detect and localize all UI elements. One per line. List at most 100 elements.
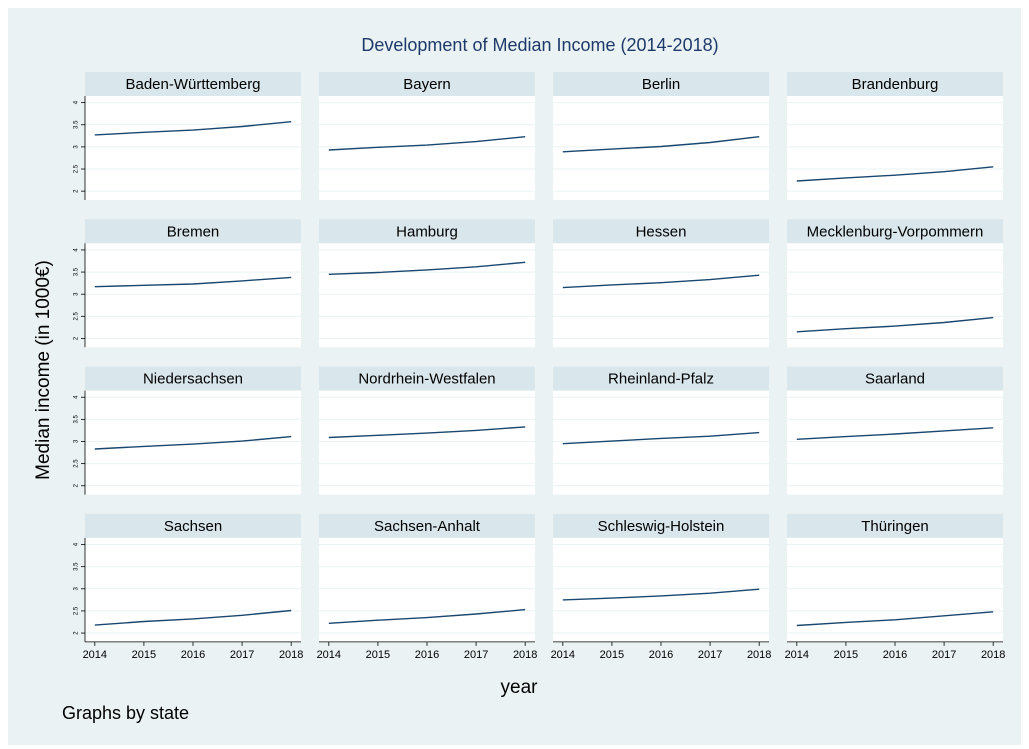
x-tick-label: 2017 [698,649,722,661]
panel-title: Berlin [642,76,680,93]
y-tick-label: 3.5 [74,120,80,129]
y-tick-label: 2.5 [74,164,80,173]
panel-title: Hamburg [396,223,458,240]
x-tick-label: 2016 [649,649,673,661]
panel-header [553,513,769,538]
panel-title: Bayern [403,76,451,93]
y-tick-label: 3.5 [74,415,80,424]
y-tick-label: 3 [74,439,80,443]
plot-region [85,537,301,642]
panel-header [85,366,301,391]
x-tick-label: 2017 [464,649,488,661]
data-line [94,276,292,288]
plot-region [553,537,769,642]
data-line [562,588,760,601]
x-tick-label: 2016 [415,649,439,661]
panel-header [553,366,769,391]
data-line [796,427,994,440]
panel-header [319,366,535,391]
panel-header [787,72,1003,96]
panel-title: Thüringen [861,518,929,535]
x-tick-label: 2018 [513,649,537,661]
y-tick-label: 2 [74,631,80,635]
data-line [94,435,292,450]
data-line [328,426,526,439]
panel-title: Schleswig-Holstein [598,518,725,535]
plot-region [319,243,535,348]
y-tick-label: 2.5 [74,606,80,615]
data-line [328,608,526,624]
panel-title: Brandenburg [852,76,939,93]
data-line [562,274,760,289]
panel-title: Niedersachsen [143,371,243,388]
x-tick-label: 2015 [600,649,624,661]
x-tick-label: 2014 [551,649,575,661]
panel-title: Sachsen-Anhalt [374,518,481,535]
data-line [796,316,994,333]
x-tick-label: 2018 [981,649,1005,661]
x-tick-label: 2016 [883,649,907,661]
x-tick-label: 2015 [132,649,156,661]
panel-title: Baden-Württemberg [125,76,260,93]
y-tick-label: 3.5 [74,267,80,276]
y-tick-label: 4 [74,100,80,104]
panel-title: Hessen [636,223,687,240]
data-line [328,261,526,275]
x-tick-label: 2015 [366,649,390,661]
data-line [796,611,994,627]
y-tick-label: 2.5 [74,459,80,468]
panel-title: Nordrhein-Westfalen [358,371,495,388]
note: Graphs by state [62,703,189,723]
x-tick-label: 2014 [785,649,809,661]
panel-header [553,219,769,244]
data-line [94,609,292,626]
y-tick-label: 2 [74,189,80,193]
plot-region [85,96,301,200]
plot-region [319,96,535,200]
panel-title: Bremen [167,223,220,240]
chart-title: Development of Median Income (2014-2018) [361,35,718,55]
x-tick-label: 2015 [834,649,858,661]
panel-title: Sachsen [164,518,222,535]
panel-title: Mecklenburg-Vorpommern [807,223,984,240]
y-tick-label: 4 [74,248,80,252]
x-tick-label: 2014 [83,649,107,661]
panel-header [787,366,1003,391]
plot-region [85,243,301,348]
panel-header [85,219,301,244]
panel-header [787,513,1003,538]
plot-region [787,537,1003,642]
data-line [94,121,292,136]
y-tick-label: 3 [74,586,80,590]
plot-region [553,243,769,348]
x-axis-label: year [501,677,539,698]
panel-header [319,72,535,96]
data-line [562,431,760,445]
y-tick-label: 4 [74,395,80,399]
y-tick-label: 3.5 [74,562,80,571]
data-line [328,136,526,151]
x-tick-label: 2017 [230,649,254,661]
y-axis-label: Median income (in 1000€) [33,260,54,480]
plot-region [319,390,535,495]
x-tick-label: 2018 [279,649,303,661]
y-tick-label: 2.5 [74,311,80,320]
panel-header [85,72,301,96]
x-tick-label: 2018 [747,649,771,661]
y-tick-label: 4 [74,542,80,546]
plot-region [319,537,535,642]
y-tick-label: 2 [74,483,80,487]
plot-region [787,243,1003,348]
plot-region [787,96,1003,200]
plot-region [85,390,301,495]
plot-region [553,96,769,200]
panel-title: Rheinland-Pfalz [608,371,714,388]
y-tick-label: 3 [74,145,80,149]
panel-header [319,513,535,538]
y-tick-label: 3 [74,292,80,296]
x-tick-label: 2016 [181,649,205,661]
x-tick-label: 2017 [932,649,956,661]
panel-title: Saarland [865,371,925,388]
data-line [562,136,760,153]
panel-header [787,219,1003,244]
